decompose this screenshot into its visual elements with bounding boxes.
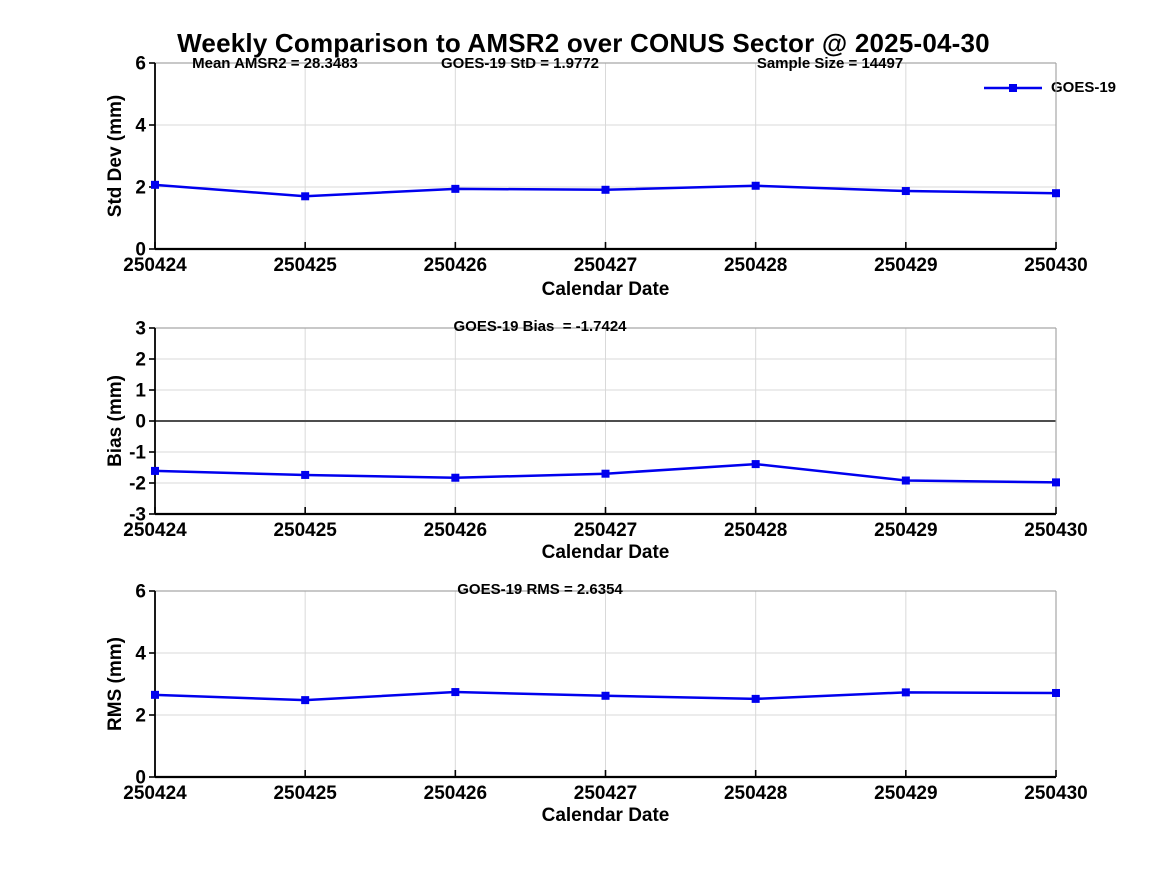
- y-axis-label: RMS (mm): [105, 637, 126, 731]
- x-axis-label: Calendar Date: [542, 279, 670, 300]
- gridlines: [154, 591, 1057, 777]
- tick-marks: [149, 327, 1057, 515]
- x-tick-label: 250427: [574, 520, 637, 541]
- series-markers: [151, 180, 1060, 201]
- x-tick-label: 250425: [273, 783, 337, 804]
- legend-line-sample: [984, 83, 1042, 92]
- y-tick-label: 2: [135, 706, 146, 727]
- x-tick-label: 250429: [874, 783, 937, 804]
- annotation-text: GOES-19 RMS = 2.6354: [457, 581, 623, 598]
- data-point-marker: [751, 181, 760, 190]
- tick-marks: [149, 62, 1057, 250]
- y-tick-label: 2: [135, 350, 146, 371]
- annotation-text: Mean AMSR2 = 28.3483: [192, 55, 358, 72]
- x-tick-label: 250427: [574, 255, 637, 276]
- x-tick-label: 250426: [424, 255, 487, 276]
- chart-std-dev-svg: 250424 250425 250426 250427 250428 250429 2504…: [105, 54, 1088, 301]
- x-tick-label: 250424: [123, 255, 187, 276]
- y-tick-label: -1: [129, 443, 146, 464]
- y-tick-label: -2: [129, 474, 146, 495]
- chart-bias: 250424 250425 250426 250427 250428 250429 2504…: [0, 315, 1167, 570]
- y-tick-label: 1: [135, 381, 146, 402]
- x-axis-label: Calendar Date: [542, 542, 670, 563]
- legend-label: GOES-19: [1051, 79, 1117, 96]
- data-point-marker: [751, 460, 760, 469]
- figure-title: Weekly Comparison to AMSR2 over CONUS Se…: [177, 28, 990, 58]
- y-tick-label: 6: [135, 582, 146, 603]
- series-markers: [151, 460, 1060, 487]
- x-tick-labels: 250424 250425 250426 250427 250428 250429 2504…: [123, 783, 1087, 804]
- y-axis-label: Std Dev (mm): [105, 95, 126, 217]
- x-axis-label: Calendar Date: [542, 805, 670, 826]
- y-tick-label: 6: [135, 54, 146, 75]
- data-point-marker: [751, 694, 760, 703]
- data-point-marker: [451, 184, 460, 193]
- data-point-marker: [151, 180, 159, 189]
- data-point-marker: [601, 185, 610, 194]
- x-tick-label: 250428: [724, 520, 787, 541]
- y-tick-label: 0: [135, 240, 146, 261]
- x-tick-label: 250425: [273, 520, 337, 541]
- y-tick-labels: -3 -2 -1 0 1 2 3: [129, 319, 146, 526]
- data-point-marker: [601, 469, 610, 478]
- y-tick-label: 0: [135, 412, 146, 433]
- y-tick-labels: 0 2 4 6: [135, 54, 146, 261]
- data-point-marker: [601, 691, 610, 700]
- x-tick-label: 250424: [123, 520, 187, 541]
- x-tick-label: 250430: [1024, 783, 1087, 804]
- x-tick-label: 250426: [424, 783, 487, 804]
- data-point-marker: [901, 187, 910, 196]
- x-tick-label: 250424: [123, 783, 187, 804]
- x-tick-label: 250427: [574, 783, 637, 804]
- tick-marks: [149, 590, 1057, 778]
- x-tick-label: 250426: [424, 520, 487, 541]
- x-tick-label: 250428: [724, 783, 787, 804]
- y-tick-label: 2: [135, 178, 146, 199]
- chart-rms: 250424 250425 250426 250427 250428 250429 2504…: [0, 578, 1167, 833]
- y-axis-label: Bias (mm): [105, 375, 126, 467]
- data-point-marker: [451, 473, 460, 482]
- x-tick-label: 250430: [1024, 255, 1087, 276]
- data-point-marker: [1052, 189, 1060, 198]
- legend: GOES-19: [983, 79, 1116, 96]
- data-point-marker: [301, 696, 310, 705]
- chart-bias-svg: 250424 250425 250426 250427 250428 250429 2504…: [105, 318, 1088, 563]
- x-tick-label: 250430: [1024, 520, 1087, 541]
- x-tick-labels: 250424 250425 250426 250427 250428 250429 2504…: [123, 520, 1087, 541]
- x-tick-label: 250425: [273, 255, 337, 276]
- x-tick-labels: 250424 250425 250426 250427 250428 250429 2504…: [123, 255, 1087, 276]
- annotation-text: Sample Size = 14497: [757, 55, 903, 72]
- data-point-marker: [901, 476, 910, 485]
- annotation-text: GOES-19 Bias = -1.7424: [453, 318, 627, 335]
- x-tick-label: 250429: [874, 255, 937, 276]
- y-tick-labels: 0 2 4 6: [135, 582, 146, 789]
- chart-std-dev: 250424 250425 250426 250427 250428 250429 2504…: [0, 50, 1167, 305]
- data-point-marker: [151, 466, 159, 475]
- data-point-marker: [451, 688, 460, 697]
- y-tick-label: 0: [135, 768, 146, 789]
- y-tick-label: 4: [135, 644, 146, 665]
- annotation-text: GOES-19 StD = 1.9772: [441, 55, 599, 72]
- y-tick-label: -3: [129, 505, 146, 526]
- data-point-marker: [151, 690, 159, 699]
- series-markers: [151, 688, 1060, 705]
- data-point-marker: [1052, 478, 1060, 487]
- gridlines: [154, 63, 1057, 249]
- data-point-marker: [301, 192, 310, 201]
- chart-rms-svg: 250424 250425 250426 250427 250428 250429 2504…: [105, 581, 1088, 826]
- y-tick-label: 3: [135, 319, 146, 340]
- x-tick-label: 250428: [724, 255, 787, 276]
- data-point-marker: [301, 470, 310, 479]
- x-tick-label: 250429: [874, 520, 937, 541]
- data-point-marker: [1052, 688, 1060, 697]
- data-point-marker: [901, 688, 910, 697]
- y-tick-label: 4: [135, 116, 146, 137]
